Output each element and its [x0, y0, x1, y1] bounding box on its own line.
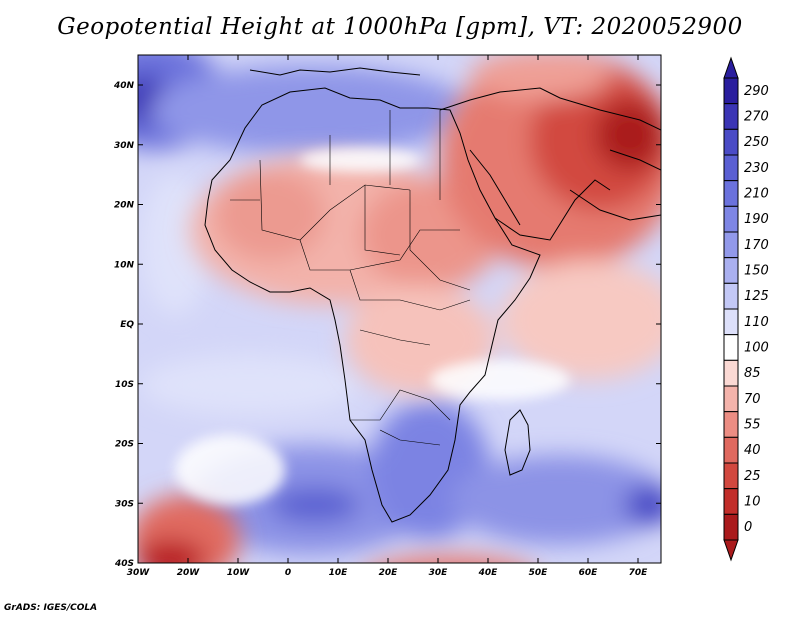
- colorbar-swatch: [723, 231, 739, 259]
- colorbar-label: 190: [744, 212, 769, 227]
- colorbar-swatch: [723, 334, 739, 361]
- colorbar-label: 250: [744, 135, 769, 150]
- lat-label: 20S: [115, 440, 134, 450]
- lon-label: 70E: [629, 568, 649, 578]
- lat-label: EQ: [120, 320, 134, 330]
- colorbar-swatch: [723, 488, 739, 515]
- colorbar-label: 230: [744, 161, 769, 176]
- latitude-axis: 40N 30N 20N 10N EQ 10S 20S 30S 40S: [113, 81, 661, 569]
- colorbar-swatch: [723, 513, 739, 541]
- colorbar-bottom-arrow: [723, 539, 739, 562]
- height-field: [138, 55, 661, 563]
- colorbar-swatch: [723, 359, 739, 387]
- colorbar-swatch: [723, 205, 739, 233]
- lon-label: 20E: [379, 568, 399, 578]
- country-borders: [230, 110, 471, 446]
- lon-label: 10W: [227, 568, 251, 578]
- lon-label: 60E: [579, 568, 599, 578]
- colorbar-swatch: [723, 282, 739, 310]
- colorbar-swatch: [723, 103, 739, 130]
- colorbar-label: 10: [744, 495, 761, 510]
- colorbar-swatch: [723, 257, 739, 284]
- colorbar-label: 100: [744, 341, 769, 356]
- colorbar-swatch: [723, 462, 739, 490]
- colorbar: 2902702502302101901701501251101008570554…: [723, 56, 769, 562]
- colorbar-label: 125: [744, 289, 769, 304]
- lon-label: 30E: [429, 568, 449, 578]
- colorbar-swatch: [723, 411, 739, 438]
- lat-label: 40S: [114, 559, 134, 569]
- colorbar-label: 40: [744, 443, 761, 458]
- colorbar-swatch: [723, 77, 739, 105]
- lat-label: 30N: [114, 141, 135, 151]
- colorbar-swatch: [723, 308, 739, 336]
- colorbar-label: 55: [744, 418, 761, 433]
- colorbar-label: 70: [744, 392, 761, 407]
- lat-label: 30S: [115, 499, 134, 509]
- lat-label: 10N: [114, 260, 135, 270]
- colorbar-label: 290: [744, 84, 769, 99]
- colorbar-label: 85: [744, 366, 761, 381]
- lat-label: 20N: [114, 201, 135, 211]
- lon-label: 50E: [529, 568, 549, 578]
- colorbar-label: 110: [744, 315, 769, 330]
- plot-frame: [137, 54, 662, 564]
- colorbar-label: 270: [744, 110, 769, 125]
- colorbar-label: 170: [744, 238, 769, 253]
- lon-label: 40E: [478, 568, 499, 578]
- colorbar-swatch: [723, 154, 739, 182]
- colorbar-swatch: [723, 385, 739, 413]
- lat-label: 40N: [113, 81, 135, 91]
- lon-label: 30W: [127, 568, 151, 578]
- colorbar-top-arrow: [723, 56, 739, 79]
- lon-label: 0: [285, 568, 291, 578]
- colorbar-label: 210: [744, 187, 769, 202]
- colorbar-swatch: [723, 180, 739, 207]
- map-title: Geopotential Height at 1000hPa [gpm], VT…: [57, 14, 743, 40]
- colorbar-label: 0: [744, 520, 752, 535]
- coastlines: [204, 67, 661, 523]
- lat-label: 10S: [115, 380, 134, 390]
- lon-label: 10E: [329, 568, 349, 578]
- longitude-axis: 30W 20W 10W 0 10E 20E 30E 40E 50E 60E 70E: [127, 55, 648, 578]
- colorbar-swatch: [723, 128, 739, 156]
- lon-label: 20W: [177, 568, 201, 578]
- credit-text: GrADS: IGES/COLA: [4, 603, 98, 613]
- colorbar-swatch: [723, 436, 739, 464]
- colorbar-label: 25: [744, 469, 761, 484]
- colorbar-label: 150: [744, 264, 769, 279]
